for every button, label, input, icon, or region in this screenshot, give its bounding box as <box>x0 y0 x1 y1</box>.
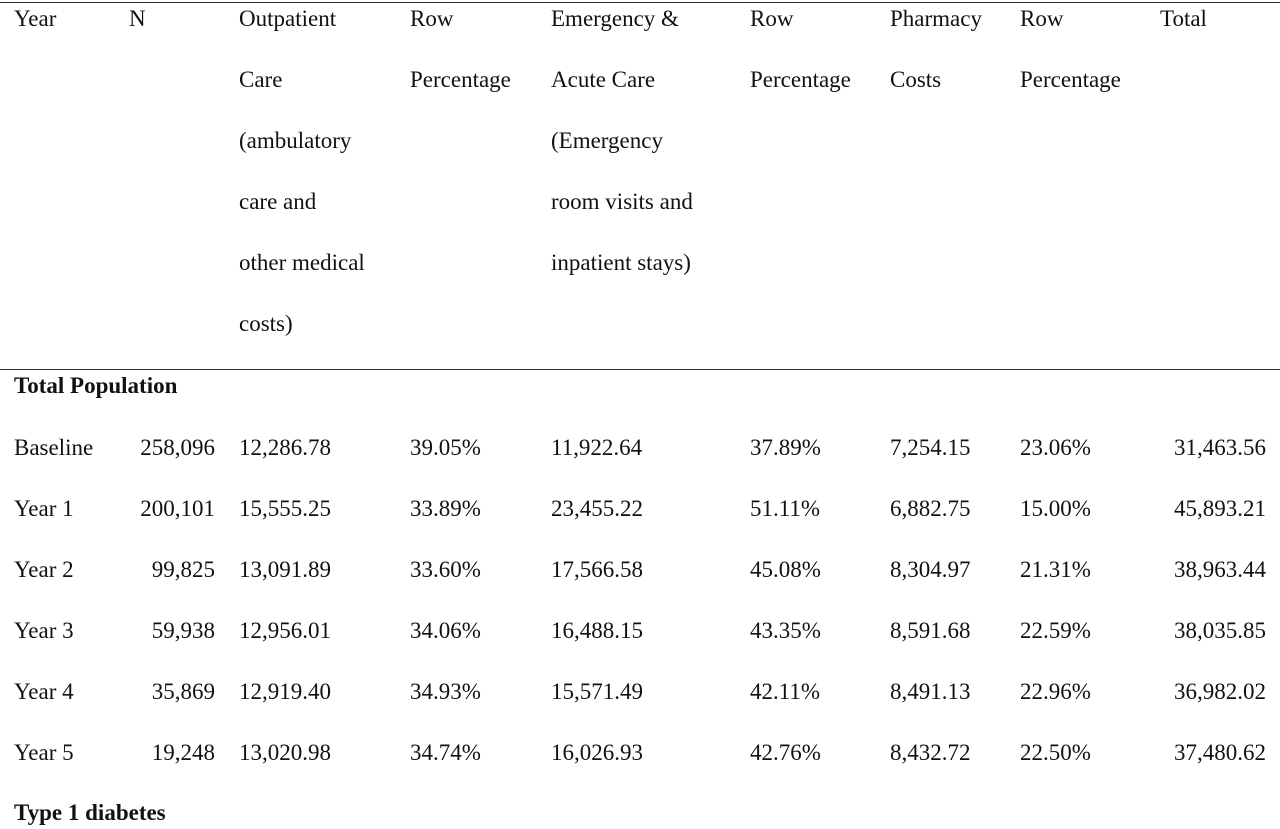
cell-emergency: 16,488.15 <box>551 618 643 643</box>
cell-emergency: 17,566.58 <box>551 557 643 582</box>
cell-pharmacy: 8,432.72 <box>890 740 971 765</box>
top-rule <box>0 2 1280 3</box>
cell-total: 38,035.85 <box>1174 618 1266 643</box>
cell-pct3: 22.96% <box>1020 679 1091 704</box>
cell-n: 19,248 <box>151 740 215 765</box>
cell-year: Year 4 <box>14 679 74 704</box>
cell-emergency: 11,922.64 <box>551 435 643 460</box>
cell-pct1: 34.74% <box>410 740 481 765</box>
cell-emergency: 15,571.49 <box>551 679 643 704</box>
cell-pct2: 37.89% <box>750 435 821 460</box>
cell-total: 38,963.44 <box>1174 557 1266 582</box>
cell-pct1: 33.89% <box>410 496 481 521</box>
cell-emergency: 16,026.93 <box>551 740 643 765</box>
cell-total: 45,893.21 <box>1174 496 1266 521</box>
cell-pct1: 39.05% <box>410 435 481 460</box>
cell-outpatient: 12,956.01 <box>239 618 331 643</box>
cell-emergency: 23,455.22 <box>551 496 643 521</box>
cell-pct3: 22.50% <box>1020 740 1091 765</box>
cell-pct2: 51.11% <box>750 496 821 521</box>
cell-outpatient: 13,091.89 <box>239 557 331 582</box>
cell-year: Year 2 <box>14 557 74 582</box>
cell-pct3: 15.00% <box>1020 496 1091 521</box>
cell-pharmacy: 8,304.97 <box>890 557 971 582</box>
header-emergency: Emergency & Acute Care (Emergency room v… <box>551 6 693 275</box>
cell-outpatient: 12,919.40 <box>239 679 331 704</box>
cell-pct1: 34.06% <box>410 618 481 643</box>
cell-outpatient: 13,020.98 <box>239 740 331 765</box>
cell-pct2: 42.11% <box>750 679 821 704</box>
cell-pct3: 22.59% <box>1020 618 1091 643</box>
header-row-percentage-2: Row Percentage <box>750 6 851 92</box>
cell-total: 36,982.02 <box>1174 679 1266 704</box>
cell-pharmacy: 6,882.75 <box>890 496 971 521</box>
cell-pct3: 23.06% <box>1020 435 1091 460</box>
header-row-percentage-3: Row Percentage <box>1020 6 1121 92</box>
cell-total: 31,463.56 <box>1174 435 1266 460</box>
cell-pct1: 33.60% <box>410 557 481 582</box>
cell-pharmacy: 8,491.13 <box>890 679 971 704</box>
cell-pct3: 21.31% <box>1020 557 1091 582</box>
header-outpatient: Outpatient Care (ambulatory care and oth… <box>239 6 365 336</box>
header-row-percentage-1: Row Percentage <box>410 6 511 92</box>
section-total-population: Total Population <box>14 373 178 398</box>
header-n: N <box>129 6 146 31</box>
cell-outpatient: 12,286.78 <box>239 435 331 460</box>
cell-pct2: 42.76% <box>750 740 821 765</box>
cell-n: 200,101 <box>140 496 215 521</box>
header-year: Year <box>14 6 57 31</box>
cell-n: 59,938 <box>151 618 215 643</box>
cell-pharmacy: 7,254.15 <box>890 435 971 460</box>
cell-year: Year 3 <box>14 618 74 643</box>
cell-outpatient: 15,555.25 <box>239 496 331 521</box>
cell-year: Baseline <box>14 435 94 460</box>
section-type-1-diabetes: Type 1 diabetes <box>14 800 166 825</box>
cell-pharmacy: 8,591.68 <box>890 618 971 643</box>
header-total: Total <box>1160 6 1207 31</box>
header-pharmacy: Pharmacy Costs <box>890 6 982 92</box>
cell-year: Year 5 <box>14 740 74 765</box>
cell-pct1: 34.93% <box>410 679 481 704</box>
cell-year: Year 1 <box>14 496 74 521</box>
cell-pct2: 45.08% <box>750 557 821 582</box>
cell-pct2: 43.35% <box>750 618 821 643</box>
cell-n: 35,869 <box>151 679 215 704</box>
cell-n: 99,825 <box>151 557 215 582</box>
header-rule <box>0 369 1280 370</box>
cell-n: 258,096 <box>140 435 215 460</box>
cell-total: 37,480.62 <box>1174 740 1266 765</box>
